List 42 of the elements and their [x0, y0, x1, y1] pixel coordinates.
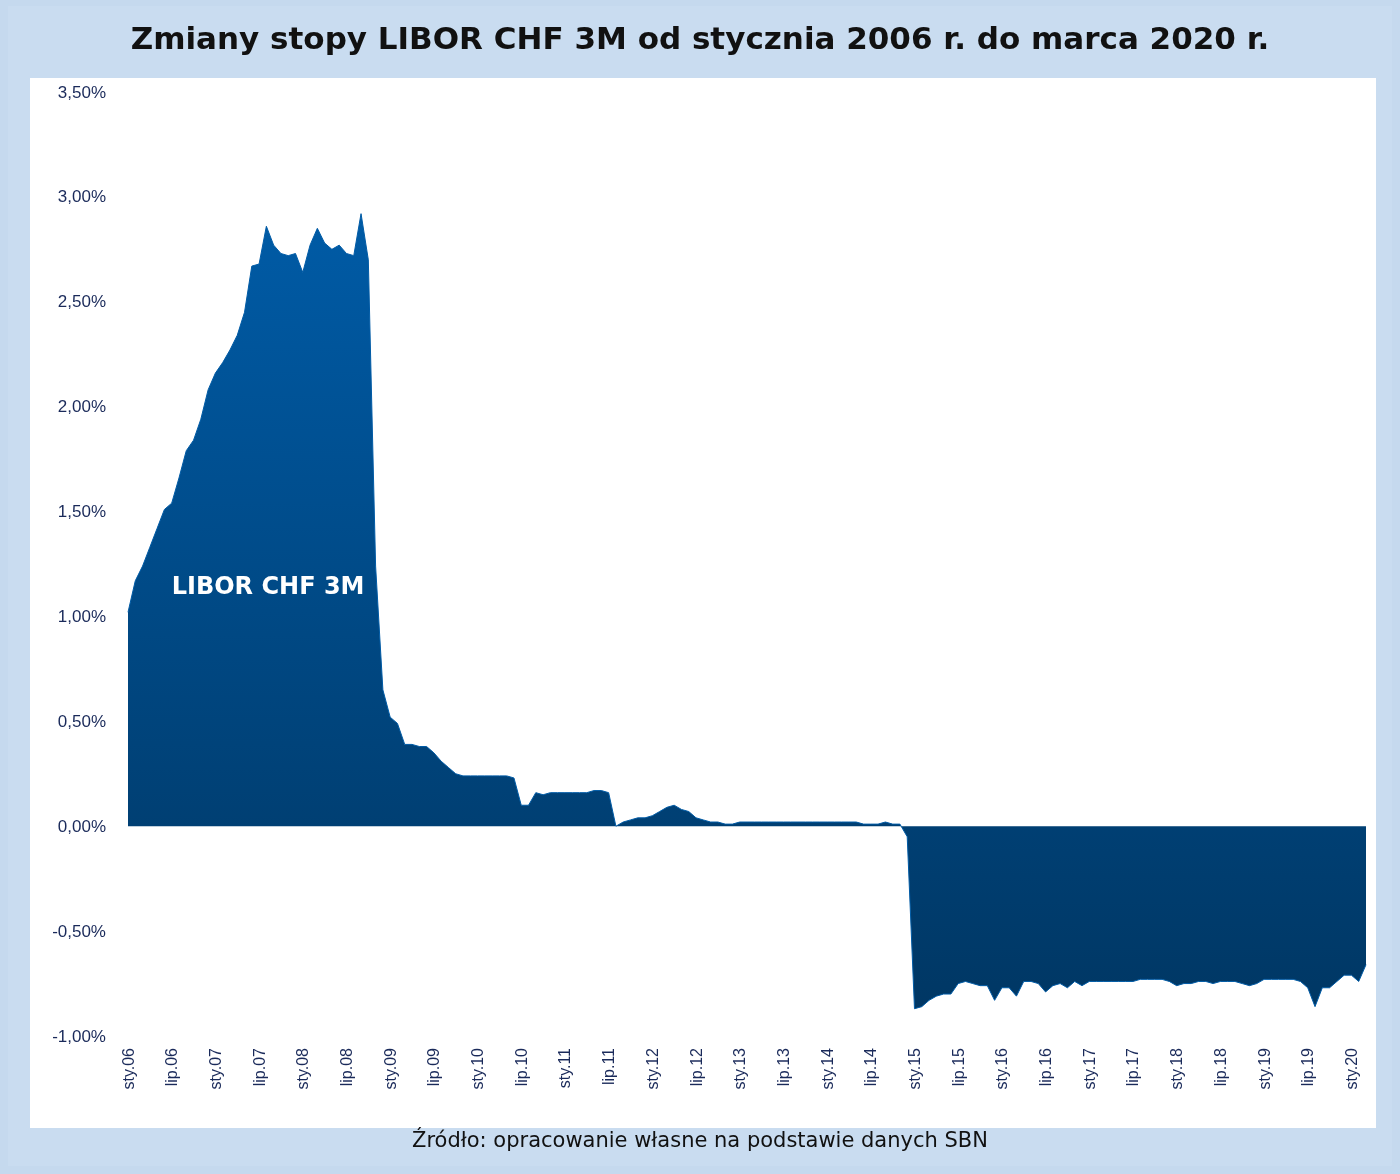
x-tick-label: sty.18	[1168, 1047, 1186, 1090]
x-tick-label: lip.15	[949, 1047, 967, 1087]
x-tick-label: lip.14	[862, 1047, 880, 1087]
series-label: LIBOR CHF 3M	[171, 572, 365, 601]
x-tick-label: lip.07	[250, 1047, 268, 1087]
y-tick-label: 1,50%	[57, 502, 106, 522]
y-tick-label: 0,50%	[57, 711, 106, 731]
y-tick-label: 3,00%	[57, 187, 106, 207]
x-tick-label: lip.09	[425, 1047, 443, 1087]
x-tick-label: lip.16	[1037, 1047, 1055, 1087]
y-tick-label: 2,00%	[57, 397, 106, 417]
x-tick-label: lip.06	[163, 1047, 181, 1087]
y-tick-label: 1,00%	[57, 606, 106, 626]
x-tick-label: sty.13	[731, 1047, 749, 1090]
x-tick-label: sty.14	[818, 1047, 836, 1090]
y-tick-label: 0,00%	[57, 816, 106, 836]
y-tick-label: -0,50%	[52, 921, 106, 941]
x-tick-label: sty.20	[1342, 1047, 1360, 1090]
x-tick-label: lip.08	[337, 1047, 355, 1087]
x-tick-label: lip.13	[774, 1047, 792, 1087]
y-tick-label: -1,00%	[52, 1026, 106, 1046]
x-tick-label: sty.17	[1080, 1047, 1098, 1090]
x-tick-label: sty.07	[206, 1047, 224, 1090]
x-tick-label: lip.17	[1124, 1047, 1142, 1087]
x-tick-label: sty.09	[381, 1047, 399, 1090]
x-tick-label: sty.16	[993, 1047, 1011, 1090]
chart-title: Zmiany stopy LIBOR CHF 3M od stycznia 2006 r. do marca 2020 r.	[129, 20, 1271, 56]
x-tick-label: sty.06	[119, 1047, 137, 1090]
x-tick-label: sty.11	[556, 1047, 574, 1089]
y-tick-label: 2,50%	[57, 292, 106, 312]
x-tick-label: lip.12	[687, 1047, 705, 1087]
x-tick-label: lip.18	[1211, 1047, 1229, 1087]
x-tick-label: sty.12	[643, 1047, 661, 1090]
x-tick-label: sty.10	[469, 1047, 487, 1090]
text: Źródło: opracowanie własne na podstawie danych SBN	[411, 1128, 989, 1152]
x-tick-label: lip.10	[512, 1047, 530, 1087]
x-tick-label: sty.15	[905, 1047, 923, 1090]
y-tick-label: 3,50%	[57, 82, 106, 102]
x-tick-label: sty.19	[1255, 1047, 1273, 1090]
x-tick-label: lip.11	[600, 1047, 618, 1086]
x-tick-label: sty.08	[294, 1047, 312, 1090]
x-tick-label: lip.19	[1299, 1047, 1317, 1087]
